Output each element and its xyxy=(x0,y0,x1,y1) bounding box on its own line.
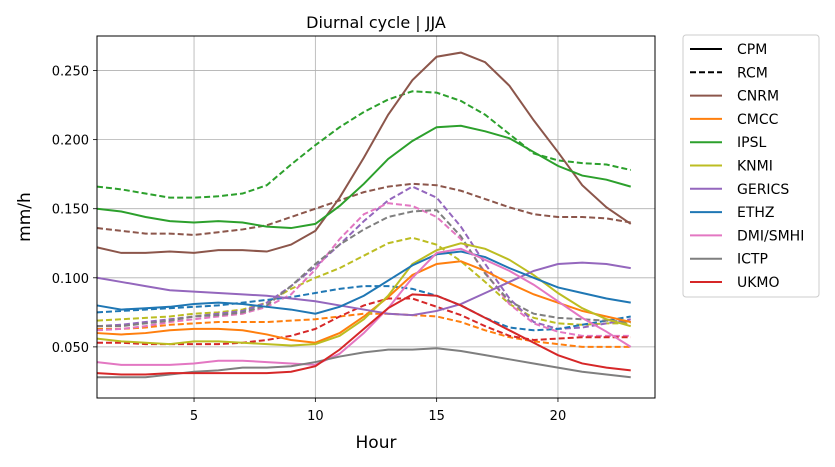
legend-label-cnrm: CNRM xyxy=(737,89,779,105)
legend-label-rcm: RCM xyxy=(737,65,768,81)
x-tick-label: 20 xyxy=(550,409,567,424)
y-tick-label: 0.250 xyxy=(52,65,89,80)
series-line-cmcc-cpm xyxy=(96,260,631,344)
series-lines xyxy=(96,51,632,379)
series-line-dmi-smhi-rcm xyxy=(96,202,631,337)
y-tick-label: 0.050 xyxy=(52,341,89,356)
series-line-ukmo-cpm xyxy=(96,293,631,376)
series-line-ipsl-rcm xyxy=(96,90,631,199)
y-tick-label: 0.100 xyxy=(52,272,89,287)
y-axis-label: mm/h xyxy=(15,192,35,242)
series-line-dmi-smhi-cpm xyxy=(96,247,632,366)
series-line-knmi-rcm xyxy=(96,236,631,326)
series-line-ukmo-rcm xyxy=(97,297,631,346)
legend-label-ukmo: UKMO xyxy=(737,275,780,291)
series-line-ipsl-cpm xyxy=(96,124,632,230)
y-axis-ticks: 0.050 0.100 0.150 0.200 0.250 xyxy=(52,65,97,356)
legend: CPM RCM CNRM CMCC IPSL KNMI GERICS ETHZ DMI/SMHI… xyxy=(682,34,820,298)
x-tick-label: 10 xyxy=(307,409,324,424)
series-line-ethz-cpm xyxy=(96,250,631,315)
series-line-gerics-rcm xyxy=(96,185,631,330)
y-tick-label: 0.150 xyxy=(52,203,89,218)
y-tick-label: 0.200 xyxy=(52,134,89,149)
x-tick-label: 5 xyxy=(190,409,198,424)
series-line-ictp-rcm xyxy=(97,209,631,328)
series-line-ethz-rcm xyxy=(96,285,631,332)
legend-label-cmcc: CMCC xyxy=(737,112,779,128)
plot-area-frame xyxy=(96,35,656,399)
legend-label-gerics: GERICS xyxy=(737,182,789,198)
chart-title: Diurnal cycle | JJA xyxy=(306,13,446,32)
legend-label-ethz: ETHZ xyxy=(737,205,775,221)
legend-box xyxy=(682,34,820,298)
legend-label-cpm: CPM xyxy=(737,42,767,58)
series-line-cnrm-rcm xyxy=(96,182,631,236)
series-line-cnrm-cpm xyxy=(96,51,632,254)
x-tick-label: 15 xyxy=(428,409,445,424)
series-line-gerics-cpm xyxy=(96,261,631,317)
legend-label-dmi-smhi: DMI/SMHI xyxy=(737,228,804,244)
legend-label-ictp: ICTP xyxy=(737,252,768,268)
legend-label-ipsl: IPSL xyxy=(737,135,766,151)
x-axis-ticks: 5 10 15 20 xyxy=(190,398,566,424)
x-axis-label: Hour xyxy=(356,433,397,453)
grid-lines xyxy=(97,36,655,398)
legend-label-knmi: KNMI xyxy=(737,159,773,175)
